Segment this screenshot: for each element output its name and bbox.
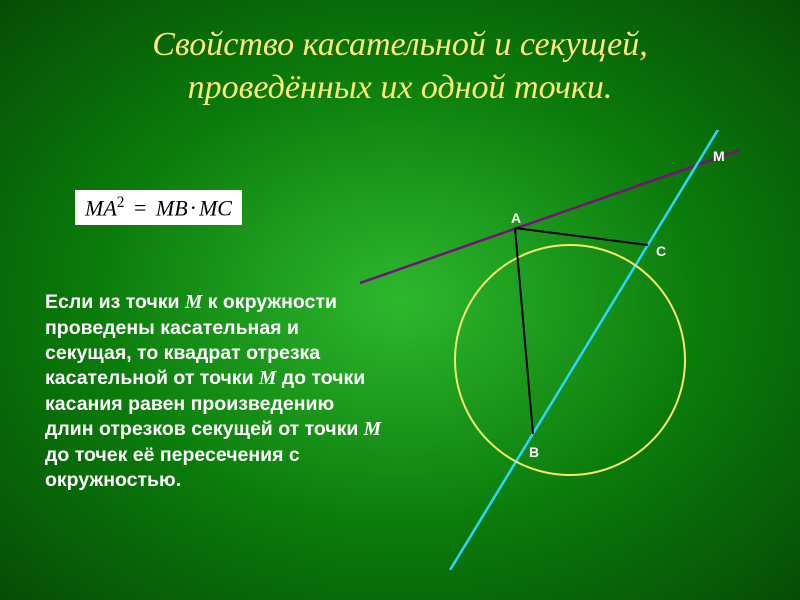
formula-rhs-a: MB bbox=[156, 195, 188, 220]
formula: MA2 = MB·MC bbox=[75, 190, 242, 225]
title-line-1: Свойство касательной и секущей, bbox=[152, 26, 648, 63]
formula-lhs-base: MA bbox=[85, 195, 117, 220]
formula-rhs-b: MC bbox=[199, 195, 232, 220]
diagram-svg bbox=[360, 130, 780, 570]
point-label-c: C bbox=[656, 243, 666, 259]
point-label-a: A bbox=[511, 210, 521, 226]
formula-eq: = bbox=[130, 195, 150, 220]
slide-title: Свойство касательной и секущей, проведён… bbox=[0, 0, 800, 121]
point-label-m: M bbox=[713, 148, 725, 164]
title-line-2: проведённых их одной точки. bbox=[188, 69, 613, 106]
point-label-b: B bbox=[529, 444, 539, 460]
geometry-diagram: M A C B bbox=[360, 130, 780, 570]
formula-dot: · bbox=[188, 195, 199, 220]
formula-lhs-exp: 2 bbox=[117, 194, 125, 211]
theorem-text: Если из точки M к окружности проведены к… bbox=[45, 290, 385, 493]
